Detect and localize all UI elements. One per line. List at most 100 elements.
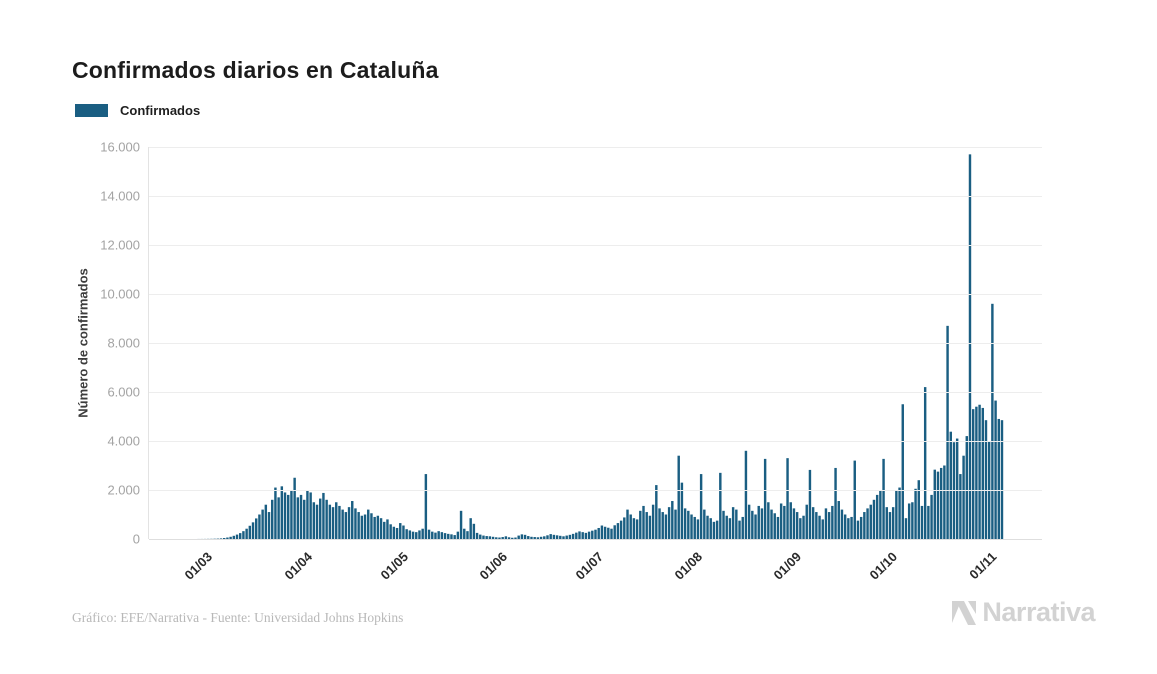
bar-day-239 bbox=[914, 488, 917, 539]
bar-day-198 bbox=[783, 505, 786, 539]
bar-day-26 bbox=[232, 535, 236, 539]
bar-day-145 bbox=[613, 525, 616, 539]
bar-day-244 bbox=[930, 494, 933, 539]
bar-day-133 bbox=[575, 532, 578, 539]
bar-day-231 bbox=[888, 512, 892, 539]
bar-day-187 bbox=[747, 504, 751, 539]
plot-area: 0 2.000 4.000 6.000 8.000 10.000 12.000 14.000 1… bbox=[100, 140, 1042, 583]
y-tick-label: 8.000 bbox=[107, 335, 140, 351]
bar-day-115 bbox=[517, 535, 520, 539]
bar-day-74 bbox=[386, 519, 389, 539]
y-tick-label: 6.000 bbox=[107, 384, 140, 400]
bar-day-29 bbox=[242, 531, 245, 539]
bar-day-255 bbox=[965, 436, 968, 539]
bar-day-250 bbox=[949, 431, 952, 539]
bar-day-147 bbox=[619, 520, 623, 539]
bar-day-39 bbox=[274, 487, 277, 539]
gridline-14.000 bbox=[149, 196, 1042, 197]
bar-day-203 bbox=[799, 518, 802, 539]
bar-day-137 bbox=[587, 531, 591, 539]
bar-day-222 bbox=[859, 516, 863, 539]
bar-day-122 bbox=[539, 536, 543, 539]
bar-day-48 bbox=[303, 499, 306, 539]
bar-day-31 bbox=[248, 525, 252, 539]
bar-day-141 bbox=[600, 525, 604, 539]
bar-day-253 bbox=[959, 474, 962, 539]
y-tick-label: 0 bbox=[132, 531, 140, 547]
bar-day-104 bbox=[482, 535, 485, 539]
bar-day-249 bbox=[946, 325, 949, 539]
bar-day-146 bbox=[616, 523, 620, 539]
bar-day-180 bbox=[725, 515, 728, 539]
bar-day-227 bbox=[875, 494, 879, 539]
bar-day-194 bbox=[770, 509, 773, 539]
bar-day-41 bbox=[280, 486, 284, 539]
bar-day-205 bbox=[805, 504, 808, 539]
bar-day-263 bbox=[991, 303, 994, 539]
bar-day-184 bbox=[738, 520, 741, 539]
bar-day-58 bbox=[335, 502, 338, 539]
bar-day-132 bbox=[571, 533, 575, 539]
bar-day-238 bbox=[911, 502, 914, 539]
y-tick-label: 4.000 bbox=[107, 433, 140, 449]
bar-day-23 bbox=[223, 538, 226, 539]
gridline-6.000 bbox=[149, 392, 1042, 393]
bar-day-114 bbox=[514, 537, 517, 539]
bar-day-116 bbox=[520, 534, 524, 539]
page-title: Confirmados diarios en Cataluña bbox=[72, 57, 439, 84]
bar-day-209 bbox=[818, 515, 821, 539]
y-axis-title: Número de confirmados bbox=[75, 268, 91, 418]
gridline-0 bbox=[149, 539, 1042, 540]
x-tick-label: 01/10 bbox=[866, 549, 901, 583]
bar-day-55 bbox=[325, 499, 328, 539]
bar-day-241 bbox=[920, 505, 924, 539]
bar-day-134 bbox=[578, 531, 581, 539]
legend: Confirmados bbox=[75, 103, 200, 118]
bar-series-confirmados bbox=[197, 154, 1004, 539]
y-tick-label: 14.000 bbox=[100, 188, 140, 204]
bar-day-189 bbox=[754, 514, 757, 539]
bar-day-257 bbox=[971, 409, 975, 539]
bar-day-98 bbox=[463, 528, 466, 539]
bar-day-121 bbox=[536, 537, 540, 539]
bar-day-169 bbox=[690, 514, 693, 539]
bar-day-60 bbox=[341, 509, 344, 539]
bar-day-75 bbox=[389, 524, 392, 539]
bar-day-191 bbox=[760, 508, 764, 539]
bar-day-140 bbox=[597, 527, 600, 539]
bar-day-234 bbox=[898, 487, 901, 539]
bar-day-70 bbox=[373, 516, 376, 539]
bar-day-266 bbox=[1000, 420, 1004, 539]
bar-day-96 bbox=[456, 531, 460, 539]
gridline-12.000 bbox=[149, 245, 1042, 246]
bar-day-109 bbox=[498, 537, 501, 539]
bar-day-196 bbox=[776, 516, 780, 539]
bar-day-148 bbox=[623, 517, 626, 539]
bar-day-107 bbox=[491, 536, 495, 539]
bar-day-36 bbox=[264, 504, 268, 539]
bar-day-256 bbox=[968, 154, 972, 539]
bar-day-44 bbox=[290, 490, 293, 539]
bar-day-62 bbox=[347, 507, 351, 539]
bar-day-144 bbox=[610, 528, 613, 539]
bar-day-57 bbox=[331, 507, 335, 539]
bar-day-186 bbox=[744, 450, 748, 539]
bar-day-213 bbox=[831, 505, 834, 539]
bar-day-64 bbox=[354, 508, 357, 539]
bar-day-97 bbox=[459, 510, 463, 539]
bar-day-61 bbox=[344, 512, 348, 539]
bar-day-53 bbox=[319, 498, 322, 539]
bar-day-135 bbox=[581, 532, 584, 539]
bar-day-265 bbox=[997, 418, 1000, 539]
bar-day-159 bbox=[658, 508, 661, 539]
bar-day-224 bbox=[866, 508, 869, 539]
bar-day-235 bbox=[901, 404, 904, 539]
x-tick-label: 01/06 bbox=[476, 549, 511, 583]
bar-day-211 bbox=[824, 508, 828, 539]
x-tick-label: 01/05 bbox=[377, 549, 411, 583]
bar-day-246 bbox=[936, 471, 940, 539]
source-credit: Gráfico: EFE/Narrativa - Fuente: Univers… bbox=[72, 610, 404, 625]
bar-day-37 bbox=[267, 512, 271, 539]
bar-day-90 bbox=[437, 531, 440, 539]
bar-day-225 bbox=[869, 504, 872, 539]
